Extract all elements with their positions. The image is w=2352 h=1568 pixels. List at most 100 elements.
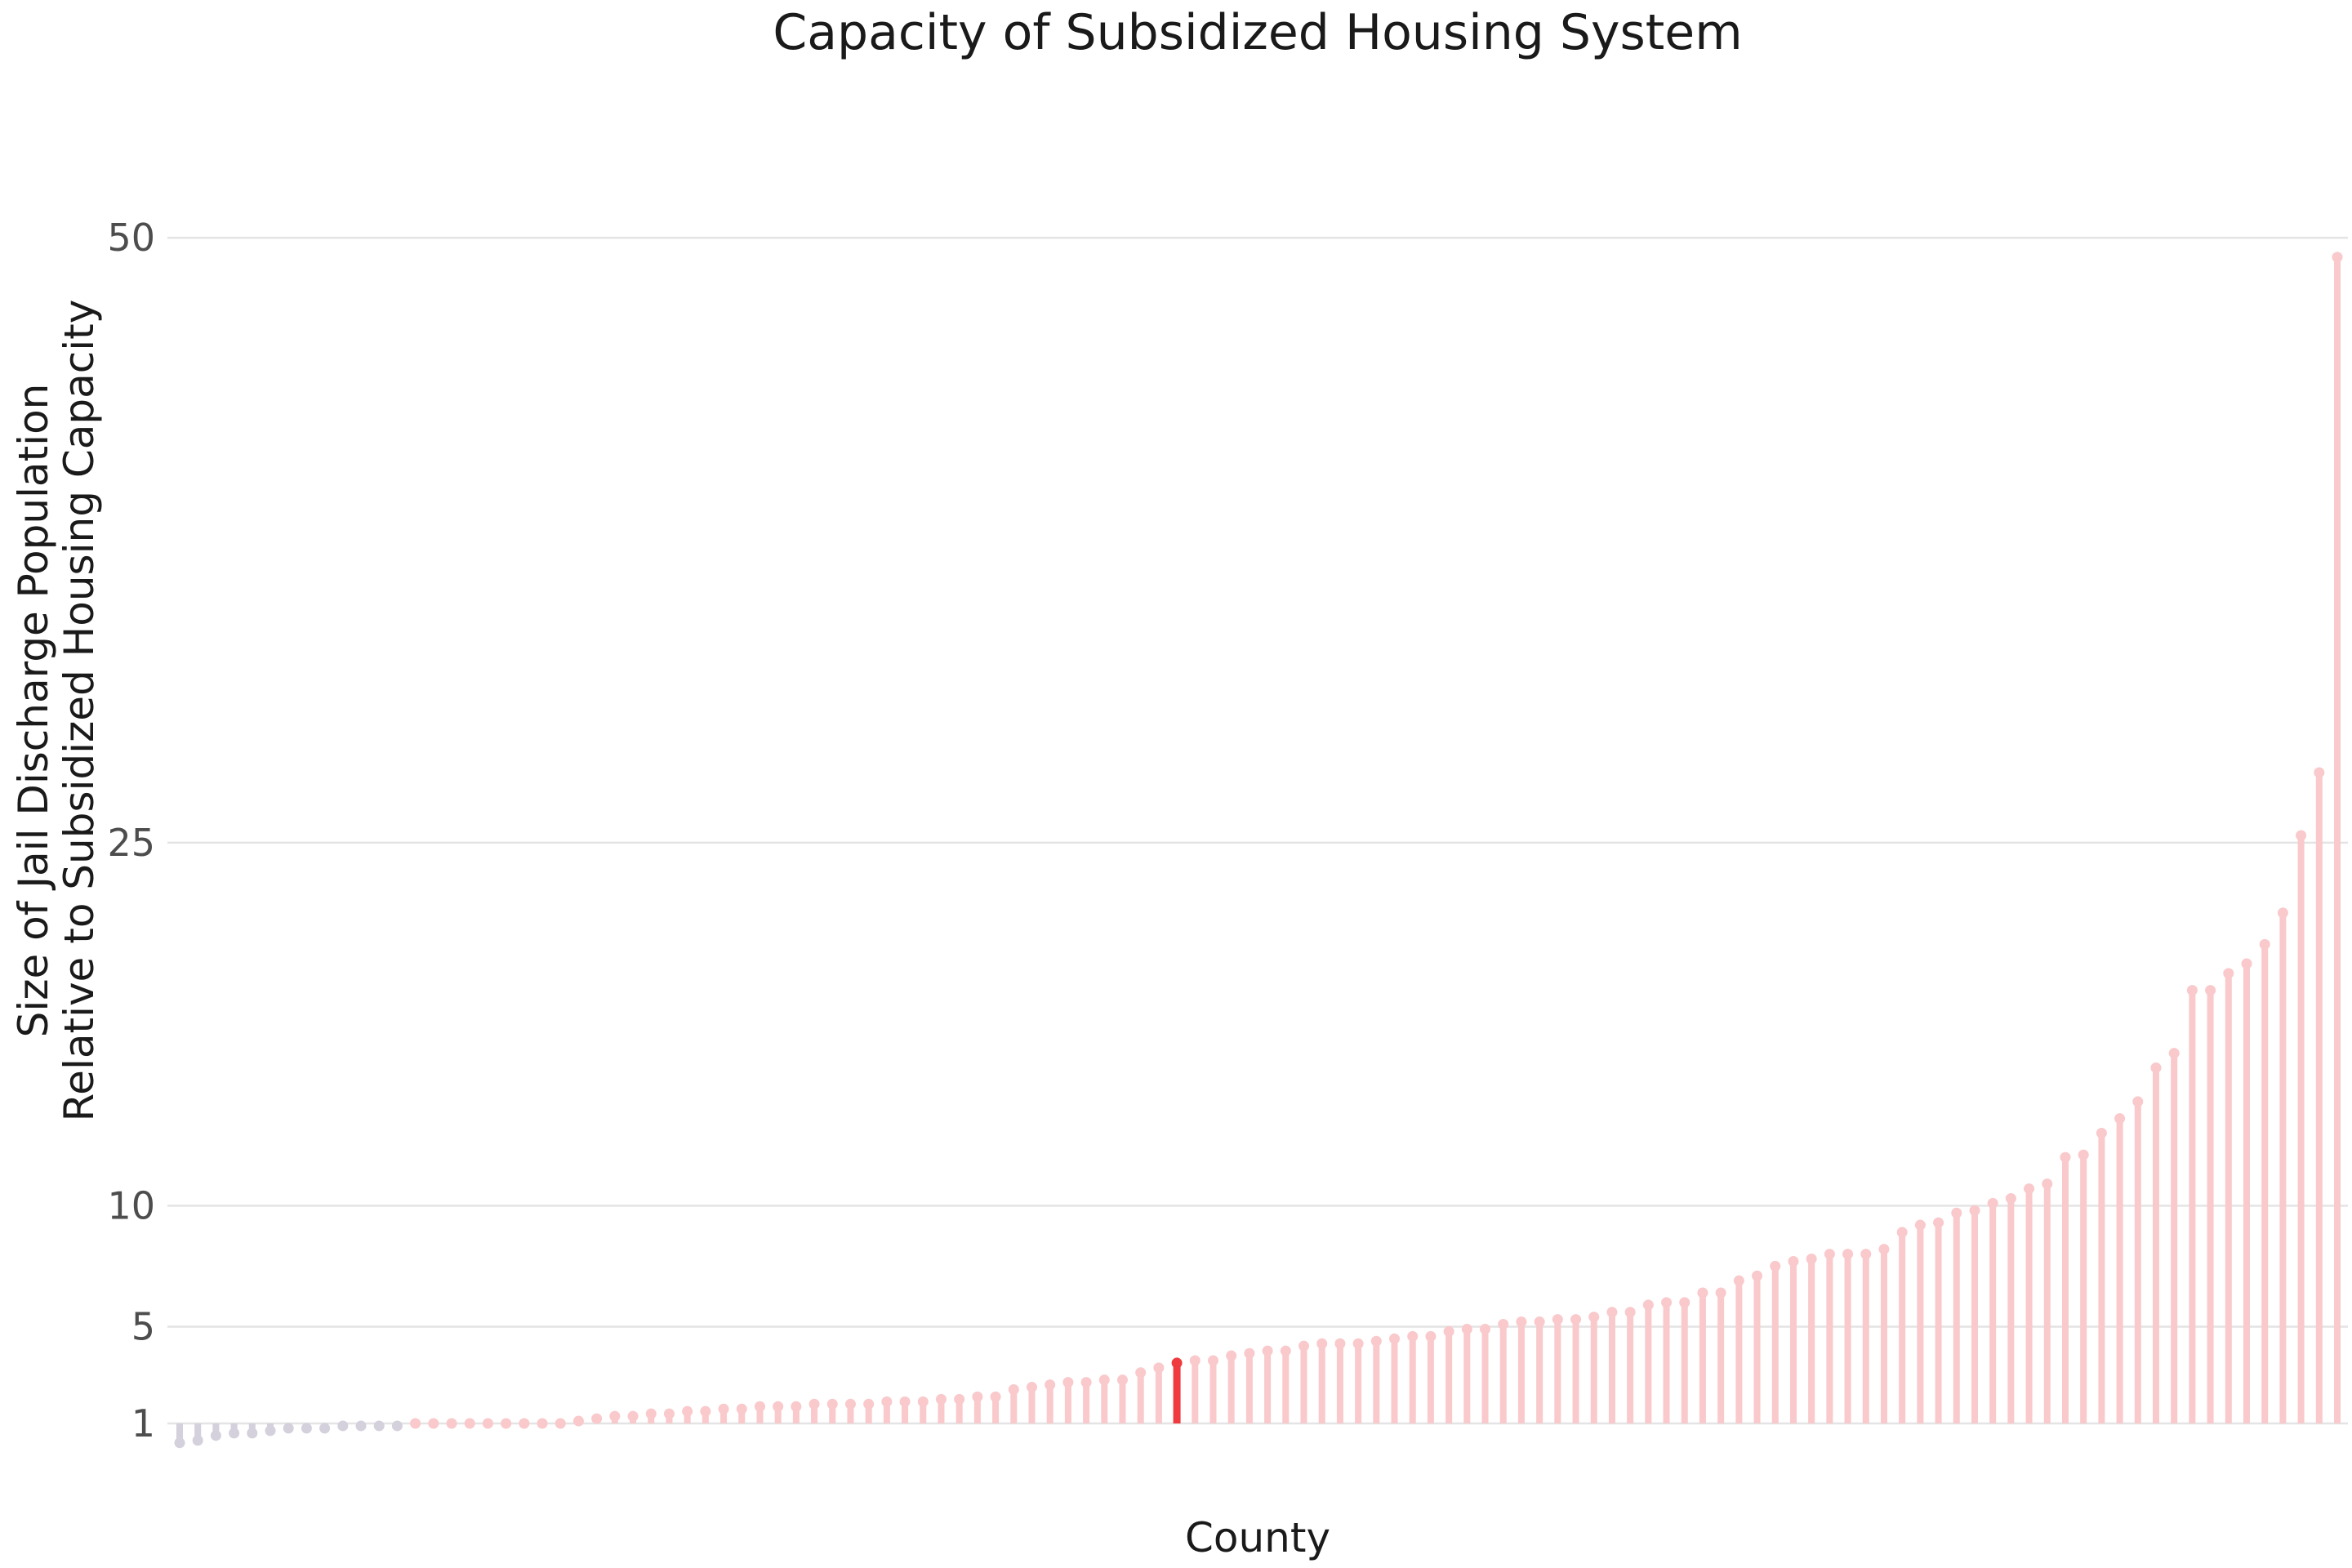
data-point — [446, 1418, 457, 1429]
data-point — [826, 1398, 838, 1410]
data-point — [700, 1405, 711, 1417]
data-point — [1896, 1227, 1908, 1238]
data-point — [1334, 1338, 1346, 1349]
data-point — [627, 1410, 639, 1422]
data-point — [2005, 1192, 2016, 1204]
data-point — [1098, 1374, 1110, 1386]
data-point — [247, 1428, 258, 1439]
data-point — [2150, 1062, 2162, 1073]
data-point — [1008, 1384, 1019, 1396]
data-point — [1534, 1316, 1545, 1328]
data-point — [2114, 1113, 2126, 1125]
data-point — [1116, 1374, 1128, 1386]
data-point — [2296, 830, 2307, 841]
data-point — [2259, 938, 2270, 950]
data-point — [899, 1396, 911, 1407]
data-point — [572, 1415, 584, 1427]
data-point — [1642, 1299, 1654, 1311]
data-point — [1570, 1314, 1582, 1325]
data-point — [555, 1418, 566, 1429]
data-point — [2024, 1183, 2035, 1195]
data-point — [736, 1403, 747, 1414]
data-point — [391, 1420, 403, 1432]
data-point — [773, 1401, 784, 1412]
data-point — [917, 1396, 929, 1407]
y-tick-label: 10 — [107, 1183, 155, 1227]
data-point — [428, 1418, 439, 1429]
data-point — [2314, 767, 2325, 778]
data-point — [682, 1405, 693, 1417]
data-point — [1969, 1205, 1980, 1216]
data-point — [283, 1423, 294, 1434]
data-point — [1153, 1362, 1165, 1374]
data-point — [1733, 1275, 1744, 1286]
data-point — [591, 1413, 603, 1424]
y-axis-title-line2: Relative to Subsidized Housing Capacity — [56, 300, 103, 1122]
data-point — [1914, 1219, 1926, 1231]
y-tick-labels: 1 5 10 25 50 — [107, 216, 155, 1446]
data-point — [2205, 985, 2216, 996]
y-axis-title: Size of Jail Discharge Population Relati… — [10, 300, 103, 1122]
data-point — [1135, 1367, 1147, 1379]
data-point — [972, 1391, 983, 1402]
data-point — [337, 1420, 349, 1432]
data-point — [954, 1393, 965, 1405]
x-axis-title: County — [1185, 1514, 1330, 1561]
data-point — [844, 1398, 856, 1410]
lollipop-stems — [176, 256, 2341, 1443]
data-point — [2332, 252, 2343, 263]
data-point — [1280, 1345, 1291, 1356]
data-point — [1552, 1314, 1563, 1325]
data-point — [1770, 1260, 1781, 1272]
data-point — [1860, 1249, 1872, 1260]
data-point — [1842, 1249, 1854, 1260]
data-point — [2277, 907, 2288, 919]
data-point — [1516, 1316, 1527, 1328]
data-point — [174, 1437, 185, 1449]
data-point — [2096, 1127, 2107, 1138]
data-point — [1715, 1287, 1726, 1298]
y-axis-title-line1: Size of Jail Discharge Population — [10, 384, 57, 1038]
data-point — [2132, 1096, 2144, 1107]
data-point — [229, 1428, 240, 1439]
data-point — [1824, 1249, 1835, 1260]
data-point — [1752, 1270, 1763, 1281]
data-point — [1026, 1382, 1037, 1393]
data-point — [1045, 1379, 1056, 1391]
data-point — [410, 1418, 421, 1429]
data-point — [1697, 1287, 1708, 1298]
data-point — [210, 1430, 221, 1441]
lollipop-dots — [174, 252, 2343, 1449]
data-point — [1987, 1197, 1998, 1209]
y-tick-label: 25 — [107, 821, 155, 865]
data-point — [1661, 1297, 1673, 1308]
data-point — [2241, 958, 2252, 969]
data-point — [2078, 1149, 2089, 1160]
data-point — [519, 1418, 530, 1429]
data-point — [1370, 1335, 1382, 1347]
data-point — [1878, 1244, 1890, 1255]
data-point — [1389, 1333, 1401, 1344]
data-point — [663, 1408, 675, 1419]
data-point — [265, 1425, 276, 1437]
data-point — [1352, 1338, 1364, 1349]
data-point — [1062, 1377, 1074, 1388]
data-point — [1788, 1255, 1799, 1267]
data-point — [754, 1401, 765, 1412]
highlighted-point — [1171, 1357, 1183, 1369]
data-point — [1262, 1345, 1273, 1356]
data-point — [1244, 1348, 1255, 1359]
data-point — [645, 1408, 657, 1419]
data-point — [1606, 1307, 1618, 1318]
data-point — [1189, 1355, 1200, 1366]
y-tick-label: 50 — [107, 216, 155, 260]
data-point — [1316, 1338, 1328, 1349]
data-point — [1933, 1217, 1944, 1228]
data-point — [808, 1398, 820, 1410]
data-point — [319, 1423, 331, 1434]
data-point — [791, 1401, 802, 1412]
data-point — [1480, 1323, 1491, 1334]
data-point — [935, 1393, 947, 1405]
data-point — [1407, 1330, 1419, 1342]
